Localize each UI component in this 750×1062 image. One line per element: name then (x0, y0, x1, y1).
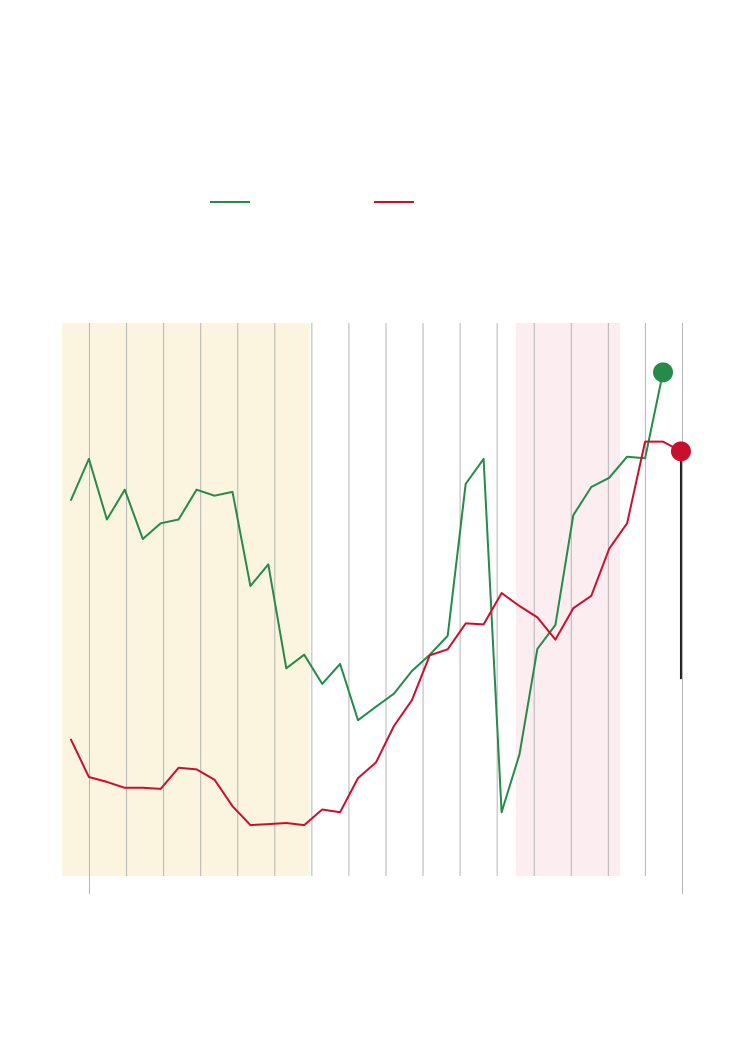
end-marker-0 (653, 362, 674, 383)
end-marker-1 (670, 441, 691, 462)
end-markers (653, 362, 691, 680)
series-line-0 (70, 371, 664, 814)
series-line-1 (70, 440, 682, 827)
shaded-region-0 (62, 323, 310, 876)
shaded-regions (62, 323, 620, 876)
shaded-region-1 (515, 323, 620, 876)
series-lines (70, 371, 682, 827)
